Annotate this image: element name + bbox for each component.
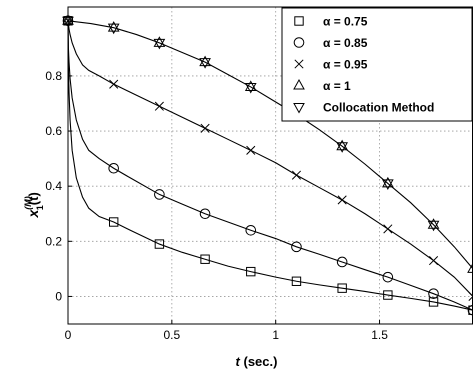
point-x xyxy=(200,123,210,133)
point-triangle-up xyxy=(467,262,473,273)
point-square xyxy=(428,297,439,307)
point-circle xyxy=(199,208,211,220)
y-tick-label: 0.8 xyxy=(45,69,62,83)
point-triangle-up xyxy=(244,80,257,91)
point-triangle-down xyxy=(244,82,257,94)
point-circle xyxy=(291,241,302,253)
legend-label: Collocation Method xyxy=(323,101,434,115)
point-x xyxy=(383,224,393,234)
y-axis-label-sub: 1 xyxy=(35,205,45,210)
point-triangle-up xyxy=(153,36,166,47)
y-tick-label: 0.4 xyxy=(45,179,62,193)
legend: α = 0.75 α = 0.85 α = 0.95 α = 1 Collocation… xyxy=(281,7,473,122)
point-triangle-up xyxy=(199,55,211,67)
point-triangle-down xyxy=(427,220,440,232)
legend-label: α = 1 xyxy=(323,79,351,93)
legend-marker-x xyxy=(294,59,304,69)
point-x xyxy=(109,79,119,89)
x-tick-label: 0.5 xyxy=(164,328,181,342)
point-triangle-down xyxy=(381,179,394,190)
point-circle xyxy=(467,304,473,316)
point-square xyxy=(291,276,302,286)
point-circle xyxy=(428,288,439,299)
point-circle xyxy=(108,162,119,174)
point-x xyxy=(291,170,302,180)
legend-label: α = 0.85 xyxy=(323,36,368,50)
y-axis-label-sup: (M) xyxy=(23,196,33,210)
y-tick-label: 0.2 xyxy=(45,234,62,248)
series-curve-3 xyxy=(67,20,473,270)
point-x xyxy=(246,145,256,155)
point-triangle-up xyxy=(381,176,394,188)
y-axis-label-base: x xyxy=(25,209,41,219)
point-triangle-down xyxy=(199,58,211,69)
x-tick-label: 1.5 xyxy=(371,328,388,342)
x-tick-label: 0 xyxy=(65,328,72,342)
point-triangle-down xyxy=(336,142,349,153)
point-triangle-down xyxy=(153,38,166,50)
point-circle xyxy=(382,271,394,283)
point-triangle-up xyxy=(336,139,349,151)
point-square xyxy=(383,290,393,300)
point-x xyxy=(337,195,347,205)
x-axis-label-main: t xyxy=(236,354,241,369)
y-axis-label: x(M) 1(t) xyxy=(23,192,45,218)
axis-ticks: 0 0.5 1 1.5 0 0.2 0.4 0.6 0.8 xyxy=(45,69,388,342)
legend-label: α = 0.95 xyxy=(323,58,368,72)
point-x xyxy=(468,291,473,301)
y-tick-label: 0 xyxy=(55,289,62,303)
point-circle xyxy=(245,224,257,236)
x-tick-label: 1 xyxy=(272,328,279,342)
legend-marker-square xyxy=(294,16,304,26)
point-triangle-up xyxy=(107,21,120,32)
point-x xyxy=(154,101,164,111)
point-square xyxy=(154,239,165,249)
point-circle xyxy=(336,256,348,268)
series-curve-1 xyxy=(67,20,473,311)
point-square xyxy=(200,254,210,264)
legend-marker-triangle-up xyxy=(293,78,305,90)
legend-marker-circle xyxy=(293,37,305,48)
point-circle xyxy=(154,189,165,200)
point-x xyxy=(428,256,439,266)
y-axis-label-arg: (t) xyxy=(26,192,41,205)
point-square xyxy=(337,283,347,293)
series-markers xyxy=(62,14,473,316)
legend-box xyxy=(281,7,473,122)
x-axis-label-unit: (sec.) xyxy=(240,354,278,369)
legend-label: α = 0.75 xyxy=(323,15,368,29)
point-triangle-up xyxy=(427,218,440,229)
legend-marker-triangle-down xyxy=(293,103,305,114)
point-square xyxy=(108,217,119,227)
legend-items: α = 0.75 α = 0.85 α = 0.95 α = 1 Collocation… xyxy=(293,15,434,115)
y-tick-label: 0.6 xyxy=(45,124,62,138)
point-triangle-down xyxy=(107,23,120,35)
point-square xyxy=(246,266,256,277)
x-axis-label: t (sec.) xyxy=(236,354,278,369)
